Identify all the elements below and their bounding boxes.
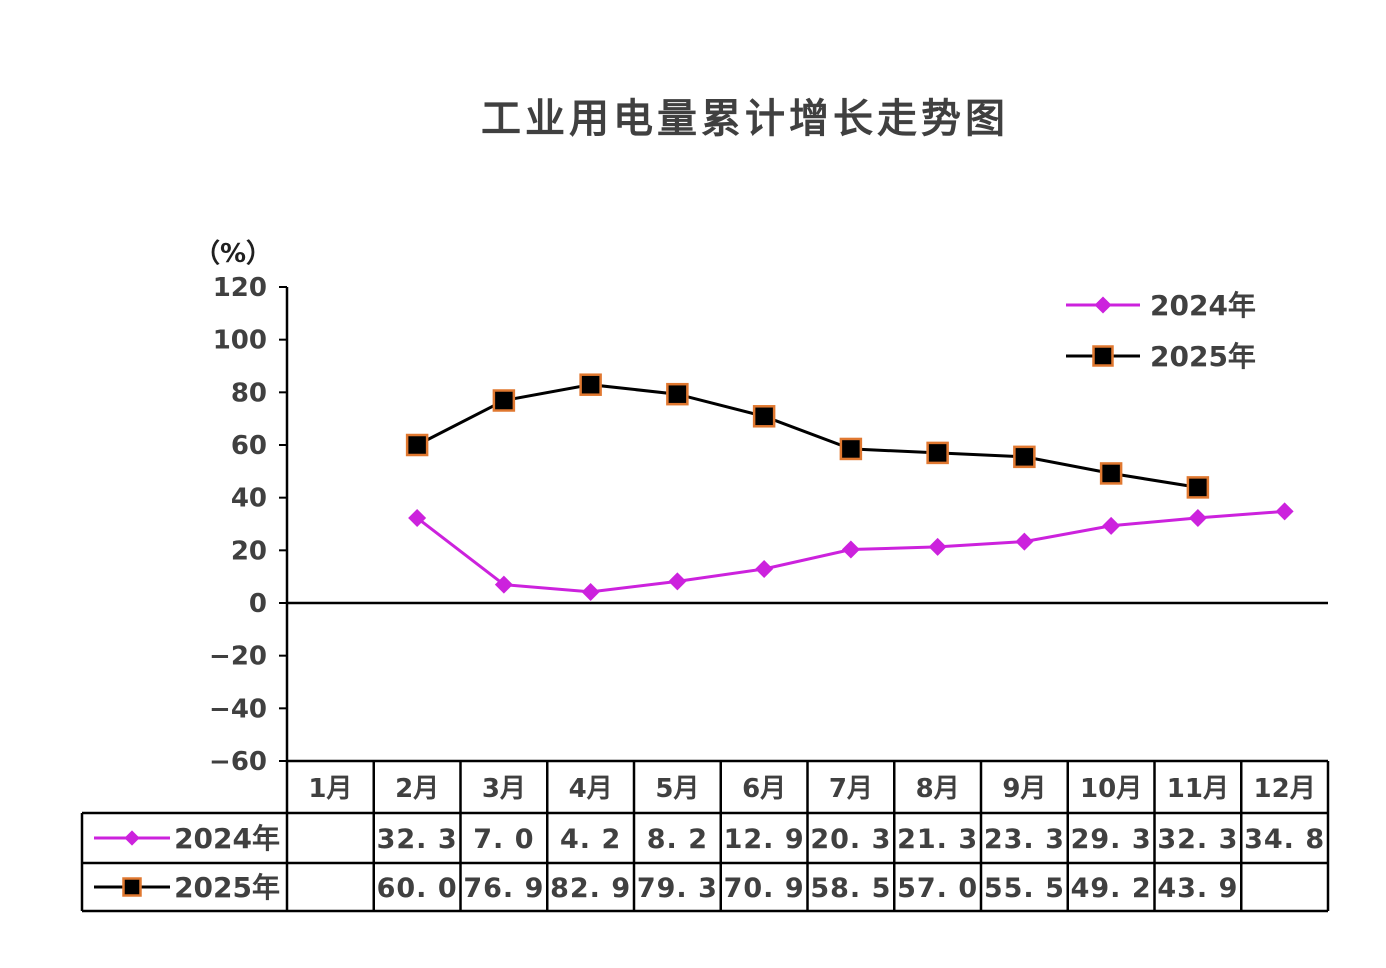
x-category-label: 2月 <box>395 774 439 804</box>
table-value: 70. 9 <box>724 873 805 904</box>
data-point <box>926 441 949 465</box>
table-value: 57. 0 <box>897 873 978 904</box>
data-point <box>841 540 860 559</box>
table-value: 12. 9 <box>724 824 805 855</box>
y-tick-label: −60 <box>209 747 267 777</box>
table-value: 55. 5 <box>984 873 1065 904</box>
y-axis-ticks: −60 −40 −20 0 20 40 60 80 100 120 <box>209 273 287 777</box>
x-category-label: 12月 <box>1254 774 1316 804</box>
table-value: 32. 3 <box>1157 824 1238 855</box>
y-tick-label: 40 <box>231 484 267 514</box>
data-point <box>494 575 513 594</box>
y-tick-label: 120 <box>213 273 267 303</box>
x-category-label: 4月 <box>569 774 613 804</box>
x-category-label: 3月 <box>482 774 526 804</box>
table-legend-marker <box>124 830 140 846</box>
series-lines <box>416 383 1285 594</box>
table-value: 79. 3 <box>637 873 718 904</box>
data-point <box>839 437 863 461</box>
data-point <box>928 537 947 556</box>
table-value: 4. 2 <box>560 824 621 855</box>
x-category-label: 6月 <box>742 774 786 804</box>
legend-marker <box>1094 296 1112 314</box>
data-point <box>1275 502 1294 521</box>
data-point <box>1186 476 1210 499</box>
y-tick-label: −20 <box>209 642 267 672</box>
table-value: 7. 0 <box>473 824 534 855</box>
series-markers <box>405 373 1294 601</box>
x-category-label: 8月 <box>916 774 960 804</box>
x-category-label: 11月 <box>1167 774 1229 804</box>
table-value: 34. 8 <box>1244 824 1325 855</box>
y-tick-label: 80 <box>231 378 267 408</box>
data-point <box>408 508 427 527</box>
table-value: 60. 0 <box>377 873 458 904</box>
table-value: 20. 3 <box>810 824 891 855</box>
data-point <box>1102 516 1121 535</box>
data-point <box>1099 462 1123 485</box>
x-category-label: 10月 <box>1080 774 1142 804</box>
table-value: 76. 9 <box>463 873 544 904</box>
chart-title: 工业用电量累计增长走势图 <box>481 96 1009 142</box>
x-category-label: 7月 <box>829 774 873 804</box>
table-value: 29. 3 <box>1071 824 1152 855</box>
table-value: 82. 9 <box>550 873 631 904</box>
table-series-name: 2025年 <box>174 871 280 904</box>
x-category-label: 1月 <box>308 774 352 804</box>
data-point <box>752 405 776 428</box>
series-line <box>416 383 1199 489</box>
table-value: 43. 9 <box>1157 873 1238 904</box>
table-value: 21. 3 <box>897 824 978 855</box>
data-point <box>492 389 516 412</box>
y-tick-label: −40 <box>209 694 267 724</box>
data-point <box>1188 508 1207 527</box>
data-point <box>579 373 602 396</box>
table-value: 23. 3 <box>984 824 1065 855</box>
legend-label: 2024年 <box>1150 289 1256 322</box>
table-series-name: 2024年 <box>174 822 280 855</box>
table-value: 49. 2 <box>1071 873 1152 904</box>
y-tick-label: 0 <box>249 589 267 619</box>
legend: 2024年 2025年 <box>1066 289 1256 373</box>
y-tick-label: 100 <box>213 326 267 356</box>
x-category-label: 9月 <box>1002 774 1046 804</box>
y-tick-label: 20 <box>231 536 267 566</box>
data-point <box>1013 445 1036 469</box>
table-value: 8. 2 <box>647 824 708 855</box>
legend-marker <box>1092 345 1114 367</box>
data-point <box>581 582 600 601</box>
data-point <box>668 572 687 591</box>
data-point <box>666 382 689 406</box>
data-point <box>1015 532 1034 551</box>
table-value: 32. 3 <box>377 824 458 855</box>
axes <box>285 287 1328 761</box>
table-value: 58. 5 <box>810 873 891 904</box>
data-table: 1月 2月 3月 4月 5月 6月 7月 8月 9月 10月 11月 12月 2024年 32. 3 7. … <box>80 759 1330 913</box>
legend-label: 2025年 <box>1150 340 1256 373</box>
data-point <box>755 560 774 579</box>
y-tick-label: 60 <box>231 431 267 461</box>
data-point <box>405 433 429 457</box>
table-legend-marker <box>122 877 142 897</box>
y-axis-unit-label: （%） <box>194 239 272 269</box>
x-category-label: 5月 <box>655 774 699 804</box>
